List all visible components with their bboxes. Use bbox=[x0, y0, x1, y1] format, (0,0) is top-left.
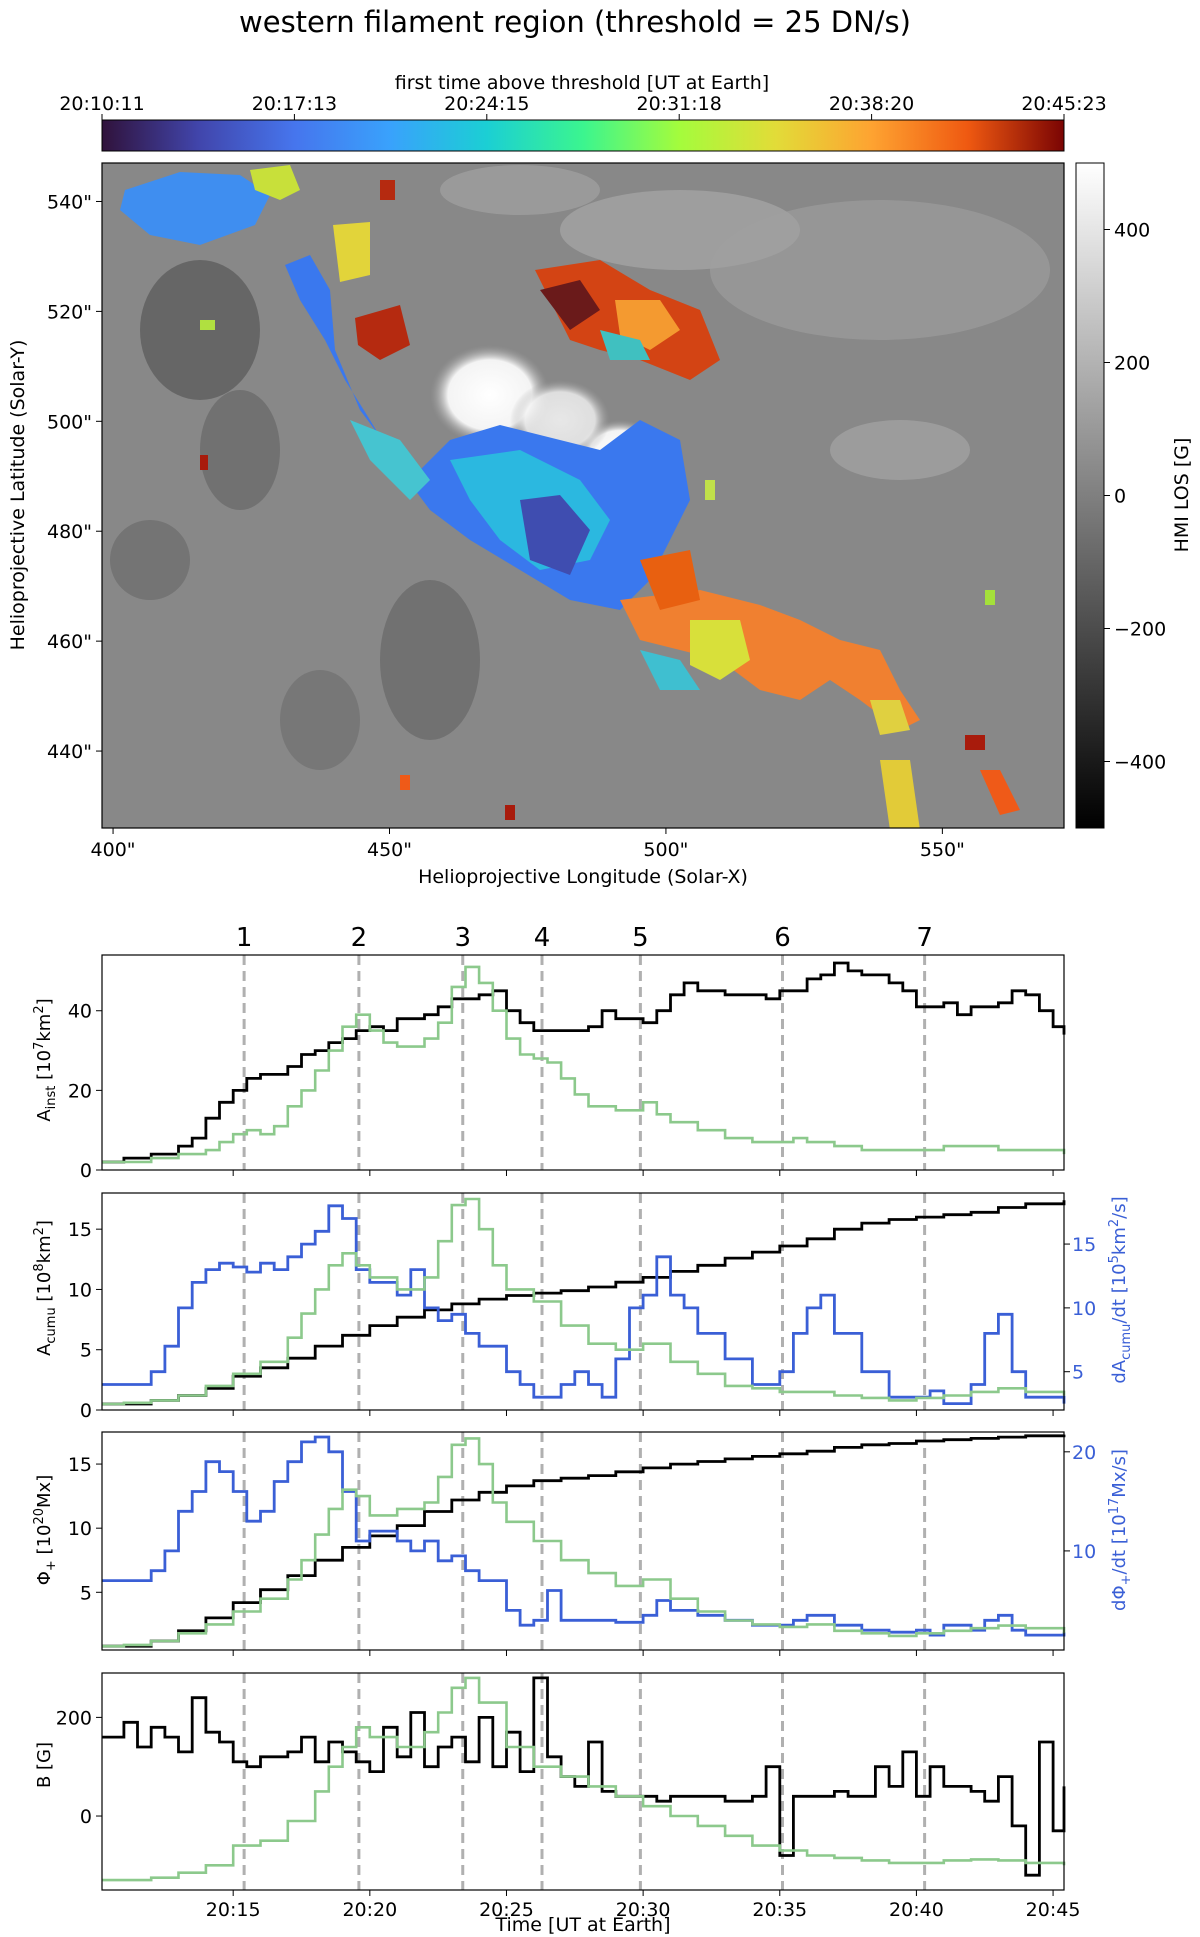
field-colorbar-tick-label: 400 bbox=[1114, 220, 1150, 242]
y-tick-label: 40 bbox=[68, 1001, 92, 1023]
time-colorbar-tick-label: 20:24:15 bbox=[444, 93, 529, 115]
panel4-ylabel: B [G] bbox=[34, 1742, 55, 1788]
y2-tick-label: 15 bbox=[1072, 1234, 1096, 1256]
figure-title: western filament region (threshold = 25 … bbox=[239, 5, 911, 39]
y-tick-label: 0 bbox=[80, 1160, 92, 1182]
y-tick-label: 15 bbox=[68, 1454, 92, 1476]
panel-4: 0 200 20:15 20:20 20:25 20:30 20:35 20:40 20:45 bbox=[56, 1672, 1081, 1921]
series-reference-line bbox=[102, 1676, 1066, 1882]
field-colorbar-tick-label: 200 bbox=[1114, 353, 1150, 375]
x-tick-label: 20:20 bbox=[342, 1899, 397, 1921]
y2-tick-label: 10 bbox=[1072, 1298, 1096, 1320]
panel-2: 0 5 10 15 5 10 15 bbox=[68, 1192, 1096, 1422]
map-x-tick-label: 400" bbox=[91, 839, 136, 861]
event-label: 2 bbox=[351, 923, 368, 953]
map-xlabel: Helioprojective Longitude (Solar-X) bbox=[418, 866, 748, 888]
panel-frame bbox=[101, 954, 1065, 1171]
time-colorbar: first time above threshold [UT at Earth]… bbox=[59, 72, 1107, 152]
y2-tick-label: 20 bbox=[1072, 1442, 1096, 1464]
panel-1: 0 20 40 bbox=[68, 954, 1066, 1182]
series-acumu-line bbox=[102, 1200, 1066, 1406]
map-ylabel: Helioprojective Latitude (Solar-Y) bbox=[7, 340, 29, 651]
field-colorbar: 400 200 0 −200 −400 HMI LOS [G] bbox=[1075, 162, 1193, 829]
magnetogram-map: 400" 450" 500" 550" 540" 520" 500" 480" 460" 440"… bbox=[7, 162, 1065, 888]
y-tick-label: 10 bbox=[68, 1279, 92, 1301]
x-tick-label: 20:15 bbox=[206, 1899, 261, 1921]
map-y-tick-label: 520" bbox=[47, 301, 92, 323]
time-colorbar-tick-label: 20:45:23 bbox=[1021, 93, 1106, 115]
y-tick-label: 0 bbox=[80, 1400, 92, 1422]
x-tick-label: 20:45 bbox=[1026, 1899, 1081, 1921]
panel-frame bbox=[101, 1192, 1065, 1411]
y-tick-label: 200 bbox=[56, 1707, 92, 1729]
event-label: 5 bbox=[632, 923, 649, 953]
y-tick-label: 5 bbox=[80, 1340, 92, 1362]
field-colorbar-tick-label: −400 bbox=[1114, 752, 1166, 774]
field-colorbar-tick-label: −200 bbox=[1114, 619, 1166, 641]
series-reference-line bbox=[102, 965, 1066, 1164]
event-label: 6 bbox=[774, 923, 791, 953]
field-colorbar-label: HMI LOS [G] bbox=[1171, 438, 1193, 553]
y-tick-label: 0 bbox=[80, 1806, 92, 1828]
series-ddt-line bbox=[102, 1435, 1066, 1637]
x-tick-label: 20:40 bbox=[889, 1899, 944, 1921]
panel1-ylabel: Ainst [107km2] bbox=[32, 998, 59, 1121]
map-features bbox=[110, 165, 1050, 828]
panel3-ylabel: Φ+ [1020Mx] bbox=[32, 1475, 59, 1586]
time-colorbar-label: first time above threshold [UT at Earth] bbox=[395, 72, 769, 94]
map-x-tick-label: 550" bbox=[920, 839, 965, 861]
panel-3: 5 10 15 10 20 bbox=[68, 1431, 1096, 1656]
panel-frame bbox=[101, 1431, 1065, 1651]
time-axis-label: Time [UT at Earth] bbox=[495, 1914, 671, 1936]
panel-frame bbox=[101, 1672, 1065, 1891]
map-y-tick-label: 440" bbox=[47, 741, 92, 763]
x-tick-label: 20:35 bbox=[752, 1899, 807, 1921]
field-colorbar-gradient bbox=[1075, 162, 1105, 829]
panel2-y2label: dAcumu/dt [105km2/s] bbox=[1107, 1196, 1134, 1383]
y-tick-label: 15 bbox=[68, 1219, 92, 1241]
event-label: 3 bbox=[454, 923, 471, 953]
y2-tick-label: 5 bbox=[1072, 1362, 1084, 1384]
event-label: 1 bbox=[236, 923, 253, 953]
series-reference-line bbox=[102, 1197, 1066, 1406]
map-y-tick-label: 540" bbox=[47, 191, 92, 213]
series-dacumudt-line bbox=[102, 1204, 1066, 1405]
map-y-tick-label: 500" bbox=[47, 411, 92, 433]
y-tick-label: 10 bbox=[68, 1518, 92, 1540]
series-ainst-line bbox=[102, 961, 1066, 1164]
panel3-y2label: dΦ+/dt [1017Mx/s] bbox=[1107, 1449, 1134, 1611]
y-tick-label: 20 bbox=[68, 1080, 92, 1102]
time-colorbar-gradient bbox=[101, 119, 1065, 152]
map-x-tick-label: 500" bbox=[643, 839, 688, 861]
map-y-tick-label: 460" bbox=[47, 631, 92, 653]
x-tick-label: 20:30 bbox=[616, 1899, 671, 1921]
event-label: 4 bbox=[534, 923, 551, 953]
x-tick-label: 20:25 bbox=[479, 1899, 534, 1921]
panel2-ylabel: Acumu [108km2] bbox=[32, 1220, 59, 1356]
y-tick-label: 5 bbox=[80, 1582, 92, 1604]
time-colorbar-tick-label: 20:17:13 bbox=[252, 93, 337, 115]
series-reference-line bbox=[102, 1437, 1066, 1648]
y2-tick-label: 10 bbox=[1072, 1541, 1096, 1563]
time-colorbar-tick-label: 20:31:18 bbox=[637, 93, 722, 115]
time-colorbar-tick-label: 20:38:20 bbox=[829, 93, 914, 115]
series-b-line bbox=[102, 1676, 1066, 1877]
field-colorbar-tick-label: 0 bbox=[1114, 486, 1126, 508]
map-y-tick-label: 480" bbox=[47, 521, 92, 543]
map-x-tick-label: 450" bbox=[367, 839, 412, 861]
series--line bbox=[102, 1434, 1066, 1648]
event-label: 7 bbox=[916, 923, 933, 953]
time-colorbar-tick-label: 20:10:11 bbox=[59, 93, 144, 115]
